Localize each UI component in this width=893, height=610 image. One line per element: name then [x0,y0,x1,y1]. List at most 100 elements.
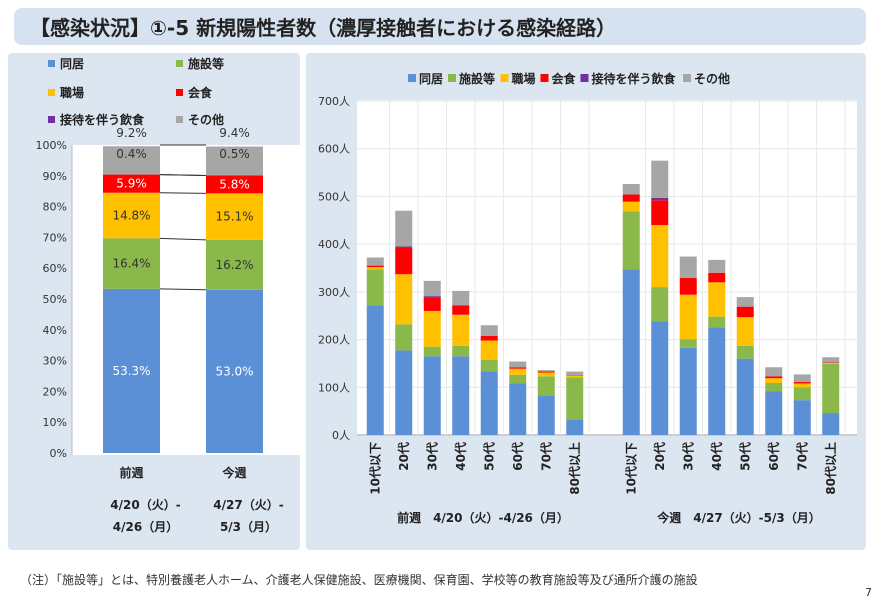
bar-segment [395,247,413,275]
data-label: 53.0% [215,364,253,378]
page-title: 【感染状況】①-5 新規陽性者数（濃厚接触者における感染経路） [30,16,617,40]
y-tick-label: 600人 [318,143,350,156]
y-tick-label: 70% [43,231,67,244]
bar-segment [708,259,726,273]
category-label: 20代 [396,442,411,471]
y-tick-label: 60% [43,262,67,275]
legend-swatch [176,89,183,96]
bar-segment [679,278,697,295]
legend-label: 会食 [552,71,577,86]
category-label: 今週 [221,465,246,480]
category-label: 70代 [538,442,553,471]
y-tick-label: 30% [43,355,67,368]
category-label: 前週 [119,465,143,480]
data-label: 9.2% [116,126,147,140]
bar-segment [452,290,470,306]
bar-segment [366,269,384,306]
y-tick-label: 20% [43,385,67,398]
legend-swatch [580,74,589,82]
category-label: 70代 [794,442,809,471]
category-label: 60代 [510,442,525,471]
data-label: 53.3% [112,364,150,378]
bar-segment [566,375,584,378]
legend-label: その他 [694,71,730,86]
y-tick-label: 10% [43,416,67,429]
legend-label: その他 [188,112,224,127]
legend-swatch [408,74,416,82]
period-label: 4/27（火）- [213,497,283,512]
connector-line [159,237,207,241]
legend-label: 会食 [188,85,213,100]
bar-segment [103,174,160,193]
bar-segment [103,238,160,289]
bar-segment [537,395,555,435]
y-tick-label: 80% [43,201,67,214]
bar-segment [509,367,527,369]
bar-segment [480,325,498,336]
bar-segment [708,327,726,435]
data-label: 16.4% [112,257,150,271]
data-label: 15.1% [215,210,253,224]
legend-swatch [48,60,55,67]
y-tick-label: 400人 [318,238,350,251]
legend-swatch [176,116,183,123]
data-label: 14.8% [112,209,150,223]
legend-swatch [48,116,55,123]
data-label: 5.9% [116,177,147,191]
bar-segment [736,358,754,435]
bar-segment [103,288,160,453]
y-tick-label: 50% [43,293,67,306]
bar-segment [452,356,470,435]
bar-segment [793,387,811,401]
bar-segment [395,246,413,248]
group-label: 今週 4/27（火）-5/3（月） [656,510,821,525]
bar-segment [736,317,754,346]
bar-segment [206,289,263,453]
data-label: 5.8% [219,177,250,191]
legend-label: 施設等 [188,56,224,71]
category-label: 50代 [481,442,496,471]
y-tick-label: 300人 [318,286,350,299]
category-label: 60代 [766,442,781,471]
legend-label: 同居 [60,57,84,71]
bar-segment [537,372,555,377]
bar-segment [206,239,263,290]
category-label: 20代 [652,442,667,471]
category-label: 30代 [424,442,439,471]
connector-line [159,288,207,291]
legend-swatch [48,89,55,96]
data-label: 0.5% [219,147,250,161]
legend-label: 同居 [419,72,443,86]
bar-segment [480,359,498,372]
category-label: 80代以上 [567,442,582,495]
data-label: 0.4% [116,147,147,161]
bar-segment [537,371,555,373]
y-tick-label: 200人 [318,334,350,347]
period-label: 4/26（月） [113,519,178,534]
footnote: （注）「施設等」とは、特別養護老人ホーム、介護老人保健施設、医療機関、保育園、学… [20,573,698,587]
bar-segment [206,146,263,176]
bar-segment [395,210,413,247]
bar-segment [566,419,584,435]
bar-segment [651,321,669,435]
bar-segment [423,280,441,297]
bar-segment [679,294,697,340]
bar-segment [622,269,640,435]
y-tick-label: 0% [50,447,67,460]
bar-segment [679,256,697,279]
bar-segment [793,382,811,384]
bar-segment [765,382,783,392]
bar-segment [509,374,527,384]
y-tick-label: 100% [36,139,67,152]
bar-segment [366,305,384,435]
bar-segment [366,257,384,266]
bar-segment [822,413,840,435]
category-label: 30代 [680,442,695,471]
legend-swatch [683,74,691,82]
bar-segment [566,371,584,376]
bar-segment [509,368,527,375]
bar-segment [395,324,413,351]
bar-segment [765,367,783,377]
bar-segment [708,272,726,283]
